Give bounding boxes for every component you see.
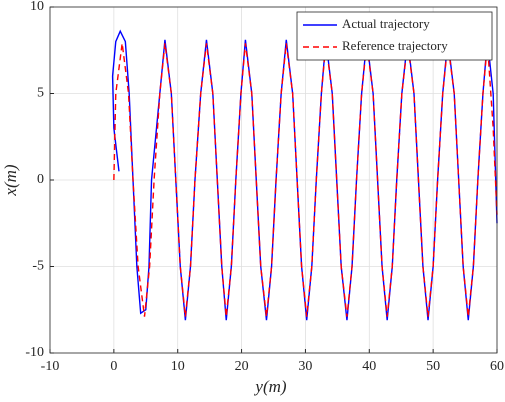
x-tick-label: -10 bbox=[41, 359, 60, 374]
x-tick-label: 60 bbox=[490, 359, 504, 374]
series-line bbox=[113, 43, 498, 317]
x-tick-label: 50 bbox=[426, 359, 440, 374]
x-tick-label: 30 bbox=[298, 359, 312, 374]
x-axis-label: y(m) bbox=[253, 377, 286, 396]
y-tick-label: 0 bbox=[37, 172, 44, 187]
y-tick-label: 5 bbox=[37, 86, 44, 101]
axes-box bbox=[49, 6, 498, 354]
x-tick-label: 0 bbox=[110, 359, 117, 374]
legend-label: Actual trajectory bbox=[342, 16, 430, 31]
legend-box bbox=[296, 11, 493, 61]
legend-label: Reference trajectory bbox=[342, 38, 448, 53]
x-tick-label: 20 bbox=[235, 359, 249, 374]
x-tick-label: 40 bbox=[362, 359, 376, 374]
y-tick-label: 10 bbox=[30, 0, 44, 14]
x-tick-label: 10 bbox=[171, 359, 185, 374]
y-tick-label: -10 bbox=[25, 345, 44, 360]
y-tick-label: -5 bbox=[32, 259, 44, 274]
y-axis-label: x(m) bbox=[1, 164, 20, 196]
